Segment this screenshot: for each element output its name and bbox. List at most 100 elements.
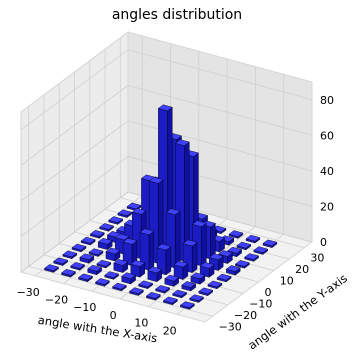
grid-line-z [20,191,129,273]
bar [138,280,154,290]
bar-top-face [218,250,233,257]
bar-top-face [236,241,252,249]
bar [155,285,171,294]
bar [145,291,161,301]
grid-line-z [20,120,129,202]
bar [156,243,172,276]
bar [181,281,197,292]
bar-top-face [130,260,146,267]
bar-top-face [105,247,121,255]
y-tick-label: −10 [249,297,272,310]
bar-top-face [97,237,113,245]
bar-side-face [174,210,181,269]
bar-top-face [121,272,137,279]
x-tick-label: 20 [163,324,177,337]
bar-top-face [262,239,278,247]
bar-top-face [207,280,223,288]
bar-top-face [122,238,138,245]
bar-top-face [228,230,244,237]
bar-top-face [162,296,178,304]
bar [121,272,137,285]
bar [87,264,103,276]
bar [244,253,260,262]
bar-top-face [190,272,206,280]
x-tick-label: −30 [17,286,40,299]
bar [70,262,86,271]
bar-top-face [61,268,76,276]
bar [79,253,95,264]
bar [80,236,96,246]
bar-top-face [245,234,261,242]
bar-top-face [191,220,207,227]
bar [234,260,250,269]
bar [99,223,114,232]
bar-top-face [117,209,133,217]
y-axis-label: angle with the Y-axis [245,271,350,352]
bar [62,250,78,260]
bar-top-face [53,257,69,265]
bar-top-face [164,274,180,282]
bar-side-face [191,242,198,274]
z-tick-label: 80 [320,94,334,107]
grid-line-z [20,156,129,237]
y-tick-label: 20 [295,263,309,276]
z-tick-label: 60 [320,129,334,142]
bar-top-face [71,243,87,251]
bar [89,230,105,239]
bar [162,296,178,306]
bar-top-face [114,233,130,241]
bar-top-face [165,208,181,216]
bar-top-face [216,273,232,281]
bar-top-face [104,271,120,278]
bar [113,259,129,274]
bar-side-face [165,245,172,276]
bar-top-face [139,228,155,236]
bars-group [44,104,278,310]
bar [190,272,206,285]
bar [71,243,87,253]
bar [104,271,120,280]
bar [96,259,112,269]
bar [216,273,232,283]
bar-top-face [198,287,214,295]
bar-top-face [88,248,104,255]
bar-top-face [227,246,243,254]
x-tick-label: 0 [110,309,117,322]
bar [130,260,146,278]
bar-top-face [155,285,171,292]
bar [139,228,155,271]
bar [44,264,59,273]
bar-top-face [99,223,114,230]
bar [108,216,124,225]
bar-top-face [225,265,241,272]
y-tick-label: 30 [310,252,324,265]
bar-top-face [78,273,93,281]
bar-top-face [201,220,216,228]
z-tick-label: 40 [320,165,334,178]
y-tick-label: 10 [280,275,294,288]
bar-top-face [174,139,190,146]
bar [228,230,244,239]
bar-top-face [157,104,173,112]
bar [61,268,76,278]
bar [198,287,214,297]
bar-top-face [253,246,269,253]
bar [207,280,223,290]
bar-top-face [234,260,250,267]
bar-top-face [173,260,189,268]
bar [245,234,261,244]
bar-top-face [113,259,129,266]
bar-top-face [80,236,96,244]
bar-top-face [79,253,95,261]
bar [236,241,252,251]
bar-top-face [89,230,105,237]
bar-top-face [87,264,103,272]
x-tick-label: −10 [73,301,96,314]
bar-top-face [44,264,59,271]
bar [129,287,144,296]
x-tick-label: 10 [134,317,148,330]
bar-top-face [182,239,198,247]
bar [112,282,127,292]
